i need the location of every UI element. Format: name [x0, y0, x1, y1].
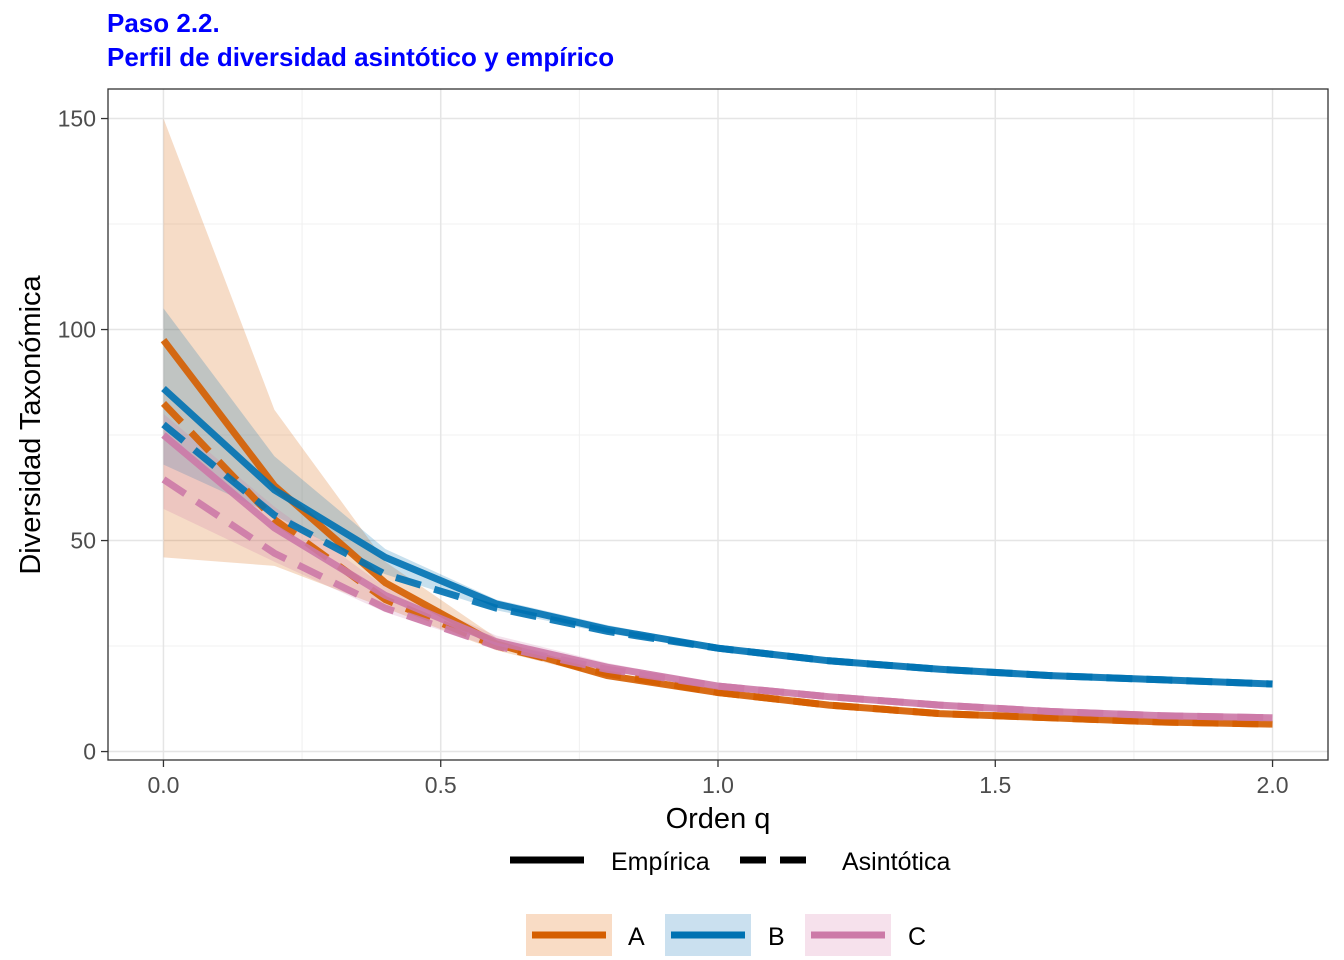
line-empirica-C — [161, 432, 1273, 722]
x-tick-label: 1.0 — [702, 772, 734, 798]
line-empirica-B — [161, 386, 1273, 688]
legend-label-A: A — [628, 923, 645, 951]
axes: 0.0 0.5 1.0 1.5 2.0 0 50 100 150 — [58, 106, 1289, 798]
y-tick-label: 50 — [70, 528, 96, 554]
y-axis-label: Diversidad Taxonómica — [15, 274, 47, 574]
x-tick-label: 2.0 — [1257, 772, 1289, 798]
grid — [108, 89, 1328, 760]
y-tick-label: 150 — [58, 106, 96, 132]
x-tick-label: 0.5 — [425, 772, 457, 798]
legend-linetype: Empírica Asintótica — [510, 848, 950, 876]
y-tick-label: 100 — [58, 317, 96, 343]
legend-label-B: B — [768, 923, 785, 951]
chart-title: Paso 2.2. — [107, 8, 220, 38]
y-tick-label: 0 — [83, 739, 96, 765]
line-empirica-A — [160, 337, 1273, 728]
legend-group: A B C — [526, 914, 926, 956]
legend-linetype-label: Empírica — [611, 848, 710, 876]
x-tick-label: 1.5 — [979, 772, 1011, 798]
series-lines — [160, 337, 1273, 728]
x-axis-label: Orden q — [666, 803, 771, 835]
chart-subtitle: Perfil de diversidad asintótico y empíri… — [107, 42, 615, 72]
legend-linetype-label: Asintótica — [842, 848, 950, 876]
legend-label-C: C — [908, 923, 926, 951]
x-tick-label: 0.0 — [147, 772, 179, 798]
